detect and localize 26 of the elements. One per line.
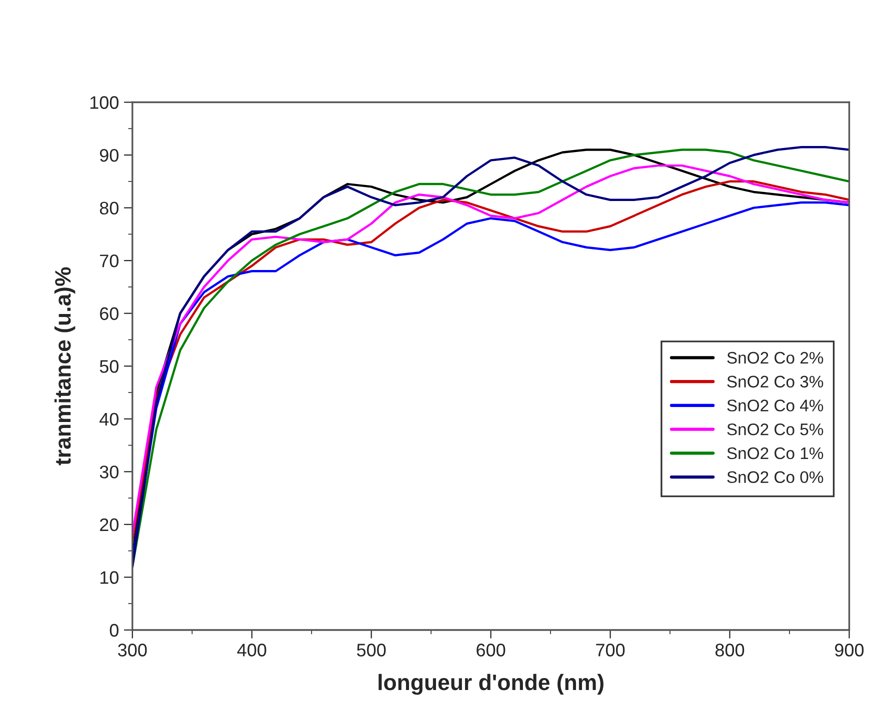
x-tick-label: 800 <box>715 644 744 656</box>
y-tick-label: 70 <box>100 254 118 268</box>
y-tick-label: 80 <box>100 202 118 215</box>
y-tick-label: 20 <box>100 518 118 532</box>
legend-label: SnO2 Co 2% <box>727 352 824 364</box>
x-tick-label: 700 <box>596 644 625 656</box>
x-tick-label: 900 <box>835 644 864 656</box>
x-tick-label: 500 <box>357 644 386 656</box>
y-tick-label: 60 <box>100 307 118 320</box>
x-tick-label: 600 <box>476 644 506 656</box>
y-tick-label: 10 <box>100 571 118 584</box>
y-tick-label: 50 <box>100 360 118 373</box>
legend-label: SnO2 Co 1% <box>727 447 824 460</box>
y-tick-label: 0 <box>110 624 118 637</box>
legend-label: SnO2 Co 5% <box>727 424 824 436</box>
y-tick-label: 90 <box>100 148 118 162</box>
y-axis-title: tranmitance (u.a)% <box>54 267 76 466</box>
y-tick-label: 100 <box>90 96 118 109</box>
x-tick-label: 400 <box>237 644 266 656</box>
legend-label: SnO2 Co 3% <box>727 376 824 388</box>
x-tick-label: 300 <box>118 644 147 656</box>
legend-label: SnO2 Co 4% <box>727 400 824 412</box>
y-tick-label: 40 <box>100 412 118 426</box>
legend-label: SnO2 Co 0% <box>727 471 824 484</box>
x-axis-title: longueur d'onde (nm) <box>378 674 604 695</box>
y-tick-label: 30 <box>100 466 118 478</box>
